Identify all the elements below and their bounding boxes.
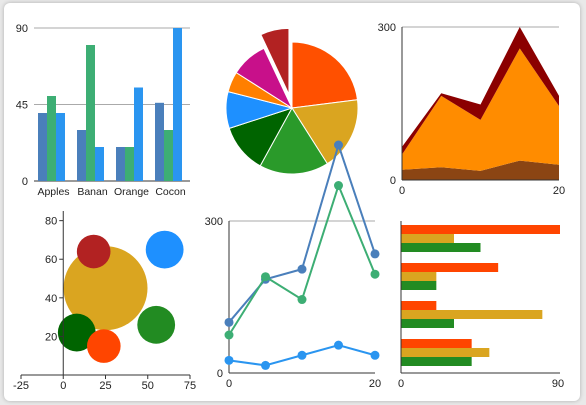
bubble-chart: 20 40 60 80 -25 0 25 50 75 (13, 211, 196, 392)
area-chart: 0 300 0 20 (378, 22, 565, 197)
line-point (297, 295, 307, 305)
line-point (370, 350, 380, 360)
line-point (334, 340, 343, 350)
y-tick-label: 45 (16, 100, 28, 112)
area-series (402, 160, 559, 180)
line-point (297, 264, 307, 274)
pie-chart (225, 27, 359, 175)
line-chart: 0 300 0 20 (205, 140, 381, 390)
x-tick-label: 90 (552, 378, 564, 390)
x-tick-label: 25 (99, 380, 111, 392)
bar (401, 319, 454, 328)
line-point (224, 330, 234, 340)
y-tick-label: 90 (16, 23, 28, 35)
bar (77, 130, 86, 181)
bar (134, 87, 143, 181)
x-tick-label: 20 (553, 185, 565, 197)
y-tick-label: 300 (378, 22, 396, 34)
bubble (76, 234, 111, 269)
bar (401, 348, 490, 357)
bar (173, 28, 182, 181)
x-tick-label: -25 (13, 380, 29, 392)
column-chart: 0 45 90 Apples Banan Orange Cocon (16, 23, 190, 198)
x-tick-label: Cocon (155, 186, 186, 198)
bubble (63, 246, 148, 331)
x-tick-label: 0 (398, 378, 404, 390)
bar (401, 357, 472, 366)
line-point (224, 317, 234, 327)
bar (164, 130, 173, 181)
line-point (370, 249, 380, 259)
y-tick-label: 0 (390, 175, 396, 187)
x-tick-label: 0 (226, 378, 232, 390)
x-tick-label: Apples (37, 186, 69, 198)
x-tick-label: 50 (142, 380, 154, 392)
bubble (137, 305, 176, 344)
pie-slice (260, 27, 290, 95)
chart-panel: 0 45 90 Apples Banan Orange Cocon 0 300 0 20 20 40 60… (4, 3, 580, 401)
bar (38, 113, 47, 181)
pie-slice (259, 107, 329, 175)
y-tick-label: 40 (45, 293, 57, 305)
bubble (57, 313, 96, 352)
horizontal-bar-chart: 0 90 (398, 221, 564, 390)
x-tick-label: 75 (184, 380, 196, 392)
bar (401, 301, 437, 310)
line-point (334, 181, 343, 191)
bar (116, 147, 125, 181)
bar (95, 147, 104, 181)
line-point (370, 269, 380, 279)
y-tick-label: 20 (45, 331, 57, 343)
y-tick-label: 80 (45, 216, 57, 228)
bubble (87, 329, 121, 363)
bar (155, 102, 164, 181)
bar (401, 272, 437, 281)
x-tick-label: Banan (77, 186, 108, 198)
bar (401, 243, 481, 252)
line-point (261, 360, 270, 370)
bar (47, 96, 56, 181)
pie-slice (235, 47, 294, 110)
bar (401, 234, 454, 243)
x-tick-label: Orange (114, 186, 149, 198)
bar (86, 45, 95, 181)
line-series (228, 182, 376, 336)
line-point (297, 350, 307, 360)
line-point (224, 355, 234, 365)
x-tick-label: 20 (369, 378, 381, 390)
x-tick-label: 0 (399, 185, 405, 197)
bar (125, 147, 134, 181)
y-tick-label: 0 (217, 368, 223, 380)
bar (401, 225, 560, 234)
y-tick-label: 0 (22, 176, 28, 188)
bar (401, 281, 437, 290)
bubble (145, 230, 184, 269)
bar (401, 310, 543, 319)
line-point (261, 272, 270, 282)
bar (401, 263, 499, 272)
bar (56, 113, 65, 181)
bar (401, 339, 472, 348)
area-series (402, 48, 559, 171)
charts-canvas: 0 45 90 Apples Banan Orange Cocon 0 300 0 20 20 40 60… (13, 22, 565, 392)
x-tick-label: 0 (60, 380, 66, 392)
pie-slice (291, 41, 359, 109)
line-point (334, 140, 343, 150)
y-tick-label: 300 (205, 216, 223, 228)
y-tick-label: 60 (45, 254, 57, 266)
